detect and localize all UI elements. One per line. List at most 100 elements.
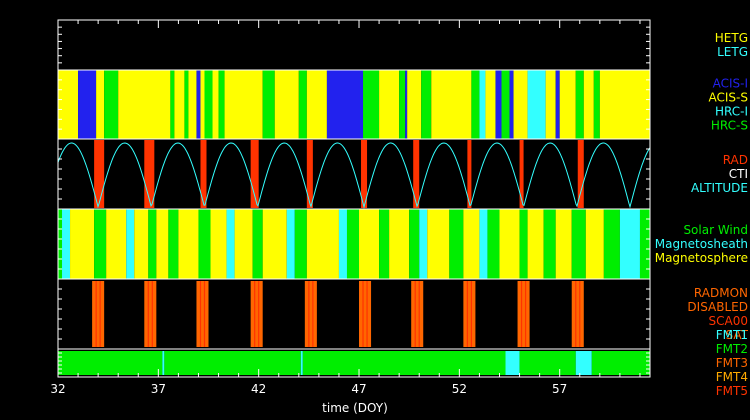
segment-acis-s — [212, 70, 219, 139]
segment-magnetosphere — [555, 209, 572, 279]
segment-fmt2 — [58, 351, 163, 375]
segment-hrc-s — [363, 70, 380, 139]
segment-fmt1 — [505, 351, 520, 375]
segment-hrc-s — [184, 70, 189, 139]
segment-magnetosphere — [463, 209, 480, 279]
segment-solar-wind — [346, 209, 360, 279]
segment-solar-wind — [487, 209, 500, 279]
rad-zone — [577, 140, 584, 208]
segment-acis-s — [188, 70, 197, 139]
x-tick-label: 52 — [452, 382, 467, 396]
sca00-line — [418, 281, 420, 347]
segment-solar-wind — [94, 209, 107, 279]
radmon-disabled — [250, 281, 263, 347]
rad-zone — [519, 140, 524, 208]
segment-solar-wind — [409, 209, 420, 279]
segment-solar-wind — [252, 209, 263, 279]
segment-magnetosphere — [527, 209, 544, 279]
segment-acis-i — [405, 70, 408, 139]
radmon-disabled — [359, 281, 372, 347]
sca00-line — [308, 281, 310, 347]
segment-hrc-s — [170, 70, 175, 139]
segment-magnetosphere — [499, 209, 520, 279]
segment-acis-i — [509, 70, 514, 139]
segment-acis-s — [431, 70, 472, 139]
segment-hrc-s — [218, 70, 225, 139]
segment-acis-s — [274, 70, 299, 139]
legend-cti: CTI — [729, 167, 748, 181]
segment-solar-wind — [198, 209, 211, 279]
sca00-line — [199, 281, 202, 347]
segment-acis-i — [495, 70, 502, 139]
legend-magnetosphere: Magnetosphere — [655, 251, 748, 265]
sca00-line — [203, 281, 206, 347]
sca00-line — [575, 281, 577, 347]
radmon-disabled — [463, 281, 476, 347]
segment-hrc-s — [471, 70, 480, 139]
sca00-line — [414, 281, 416, 347]
legend-fmt3: FMT3 — [716, 356, 748, 370]
segment-magnetosphere — [134, 209, 149, 279]
radmon-disabled — [92, 281, 105, 347]
sca00-line — [362, 281, 364, 347]
segment-fmt2 — [591, 351, 650, 375]
segment-fmt1 — [300, 351, 303, 375]
legend-hrc-s: HRC-S — [711, 119, 748, 133]
segment-solar-wind — [603, 209, 620, 279]
sca00-line — [99, 281, 101, 347]
segment-magnetosheath — [62, 209, 71, 279]
segment-acis-s — [559, 70, 576, 139]
segment-solar-wind — [58, 209, 63, 279]
segment-solar-wind — [168, 209, 179, 279]
rad-zone — [200, 140, 207, 208]
sca00-line — [466, 281, 468, 347]
legend-acis-i: ACIS-I — [713, 77, 748, 91]
x-axis-label: time (DOY) — [322, 401, 388, 415]
segment-solar-wind — [148, 209, 157, 279]
segment-hrc-s — [575, 70, 584, 139]
sca00-line — [95, 281, 97, 347]
segment-acis-s — [174, 70, 185, 139]
x-tick-label: 42 — [251, 382, 266, 396]
segment-acis-s — [379, 70, 400, 139]
segment-solar-wind — [449, 209, 464, 279]
segment-hrc-i — [527, 70, 546, 139]
segment-acis-s — [224, 70, 263, 139]
segment-hrc-s — [262, 70, 275, 139]
segment-hrc-s — [593, 70, 600, 139]
sca00-line — [258, 281, 260, 347]
legend-altitude: ALTITUDE — [691, 181, 748, 195]
rad-zone — [306, 140, 313, 208]
segment-acis-s — [200, 70, 205, 139]
segment-acis-s — [583, 70, 594, 139]
segment-fmt2 — [519, 351, 576, 375]
x-axis: 32 37 42 47 52 57 — [50, 20, 641, 396]
radmon-disabled — [571, 281, 584, 347]
segment-acis-s — [545, 70, 556, 139]
x-tick-label: 32 — [50, 382, 65, 396]
rad-zone — [144, 140, 155, 208]
altitude-line — [57, 142, 651, 209]
radmon-disabled — [144, 281, 157, 347]
segment-hrc-s — [421, 70, 432, 139]
segment-magnetosheath — [226, 209, 235, 279]
sca00-line — [520, 281, 523, 347]
segment-hrc-s — [501, 70, 510, 139]
x-tick-label: 47 — [351, 382, 366, 396]
segment-acis-i — [78, 70, 97, 139]
segment-hrc-s — [104, 70, 119, 139]
segment-solar-wind — [379, 209, 390, 279]
segment-solar-wind — [519, 209, 528, 279]
radmon-disabled — [304, 281, 317, 347]
segment-acis-s — [118, 70, 171, 139]
segment-magnetosheath — [619, 209, 640, 279]
segment-acis-s — [58, 70, 79, 139]
segment-magnetosheath — [126, 209, 135, 279]
segment-acis-s — [485, 70, 496, 139]
segment-magnetosheath — [338, 209, 347, 279]
segment-fmt1 — [162, 351, 165, 375]
segment-magnetosphere — [156, 209, 169, 279]
segment-magnetosphere — [262, 209, 287, 279]
panel-environment — [57, 208, 651, 280]
